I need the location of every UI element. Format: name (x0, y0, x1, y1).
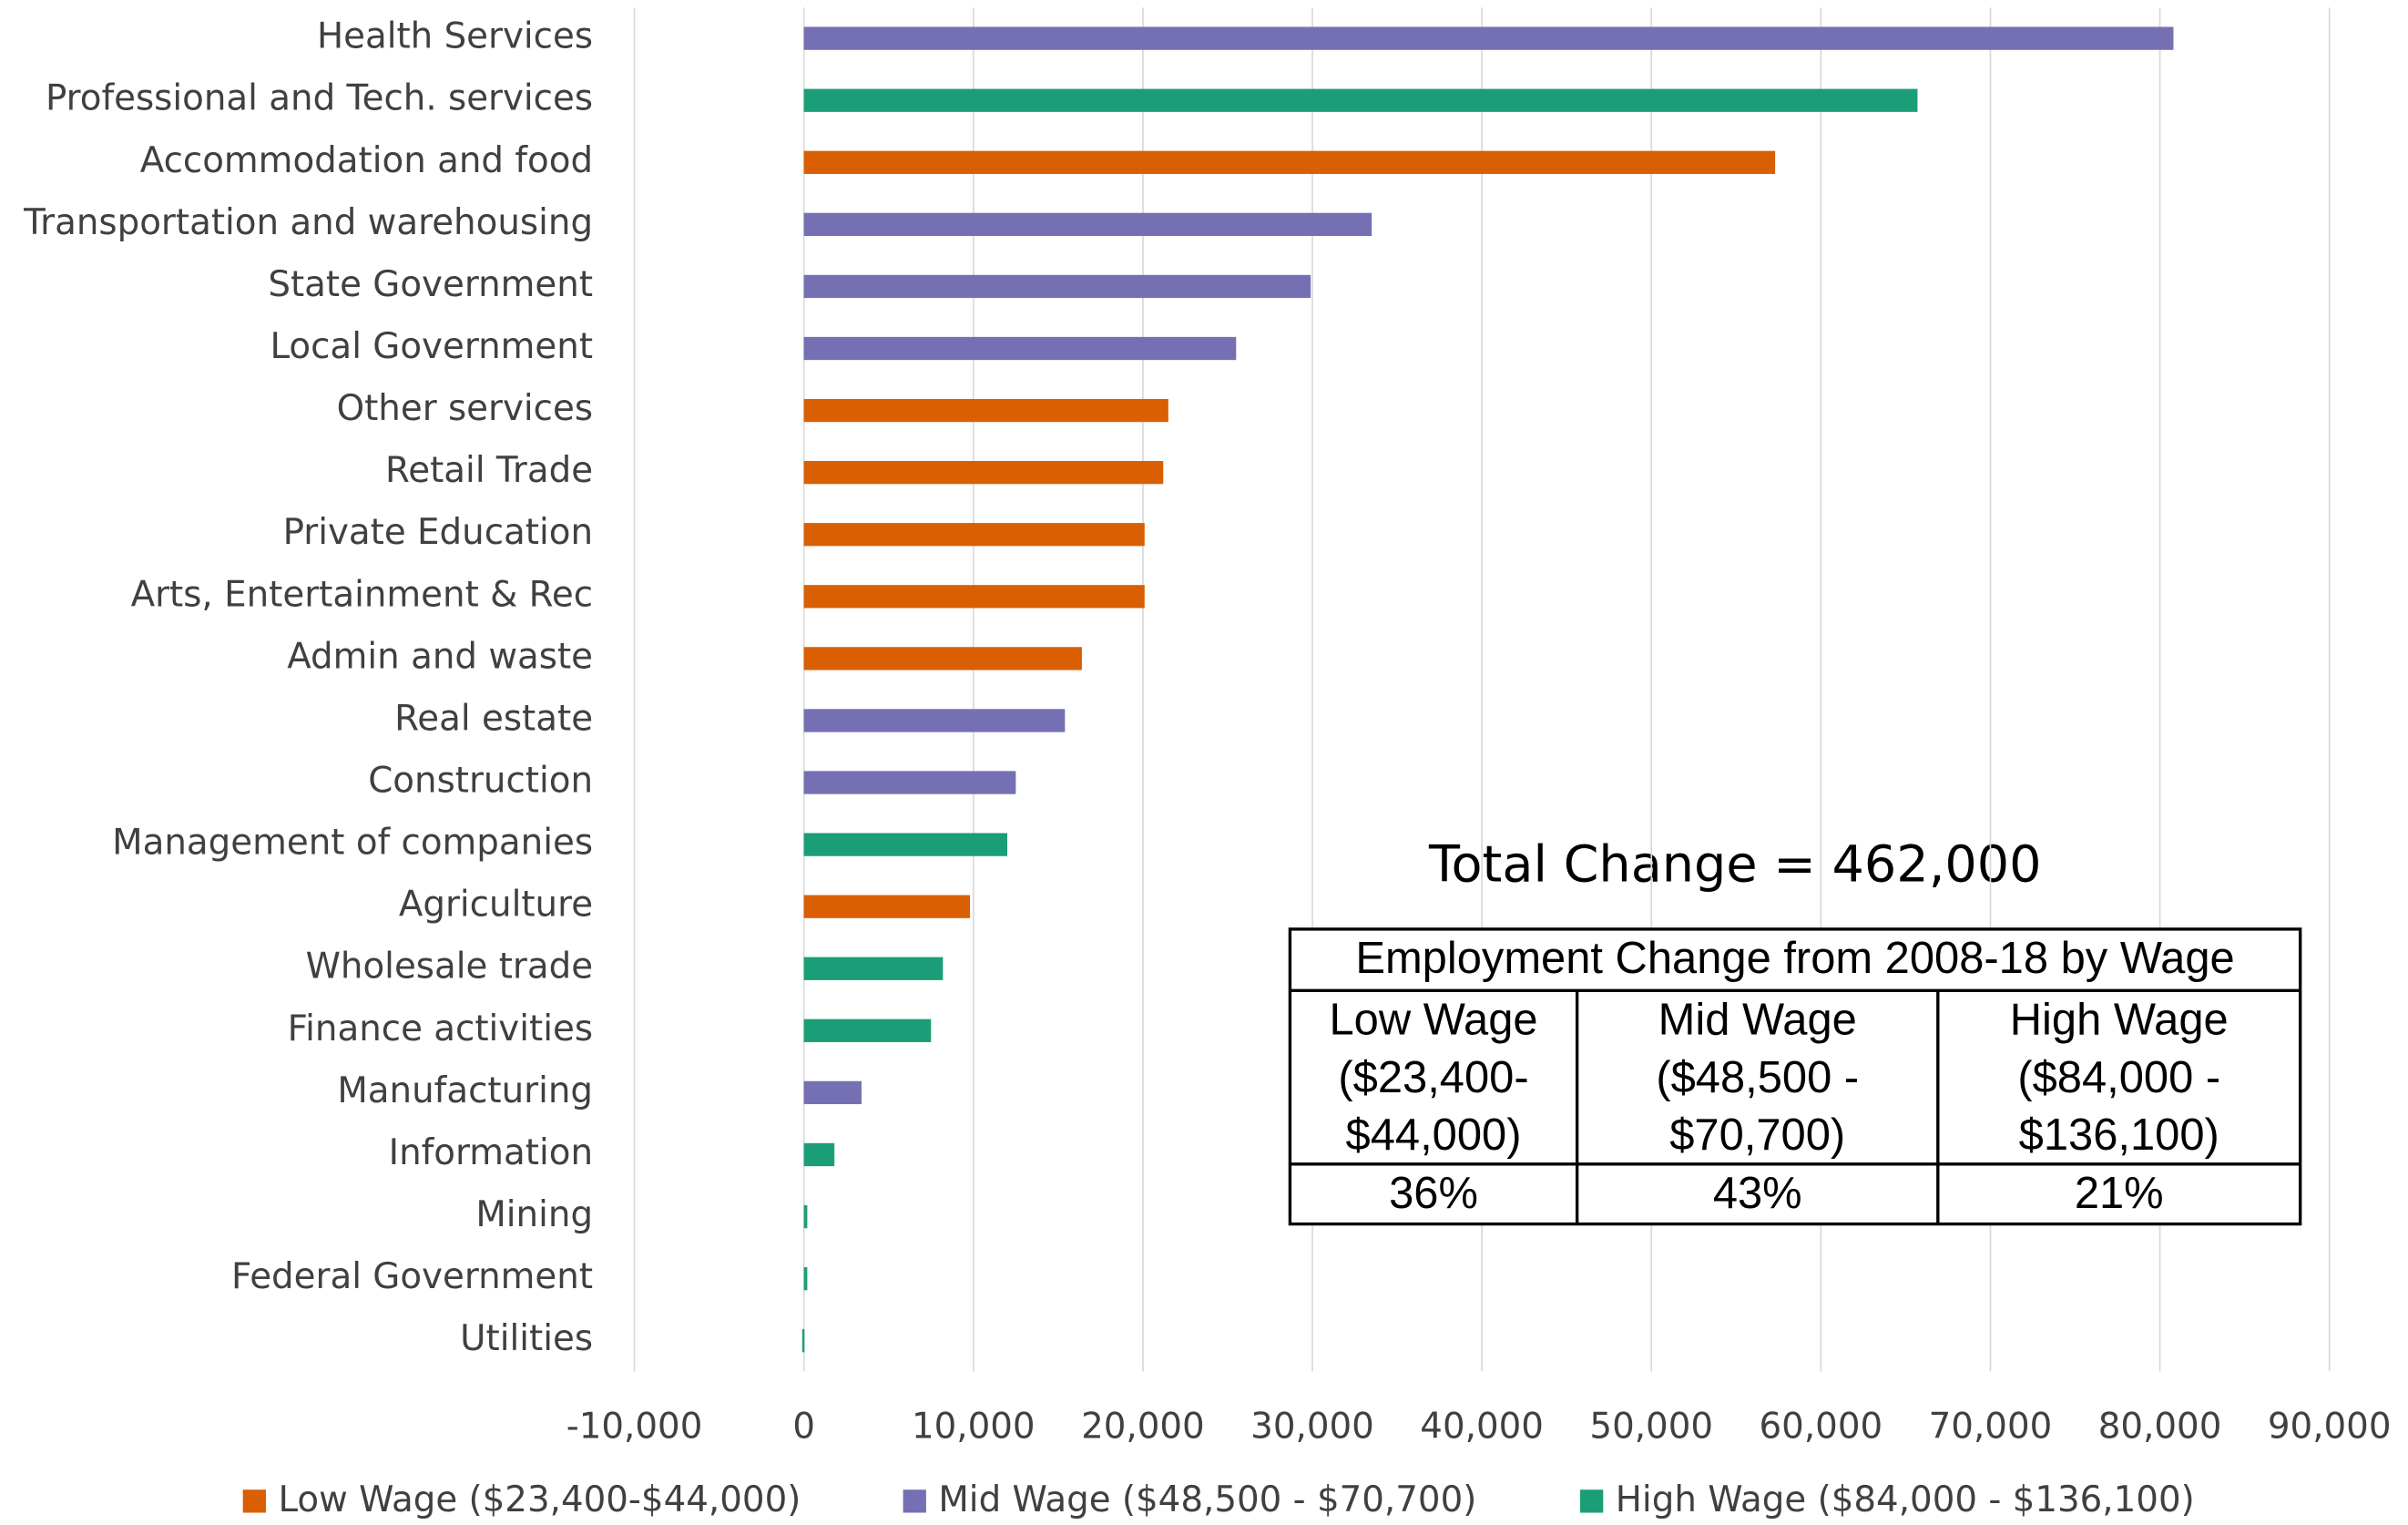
y-tick-label: Health Services (317, 16, 593, 57)
y-tick-label: Other services (337, 388, 593, 429)
x-tick-label: 10,000 (912, 1406, 1036, 1447)
x-tick-label: 90,000 (2268, 1406, 2392, 1447)
table-header: ($23,400- (1338, 1053, 1528, 1102)
y-tick-label: Local Government (270, 326, 593, 367)
x-tick-label: 20,000 (1081, 1406, 1205, 1447)
y-tick-label: Admin and waste (287, 636, 593, 677)
x-tick-label: -10,000 (566, 1406, 703, 1447)
bar (803, 1142, 835, 1167)
legend-label: Mid Wage ($48,500 - $70,700) (938, 1479, 1476, 1520)
bar (803, 1018, 932, 1042)
y-tick-label: Federal Government (231, 1256, 593, 1297)
bar (803, 336, 1237, 361)
legend-label: High Wage ($84,000 - $136,100) (1616, 1479, 2195, 1520)
bar (803, 212, 1372, 237)
bar (803, 398, 1168, 423)
bar (803, 957, 944, 980)
y-tick-label: Wholesale trade (306, 947, 593, 988)
bar (803, 833, 1008, 856)
x-tick-label: 30,000 (1250, 1406, 1374, 1447)
x-tick-label: 60,000 (1760, 1406, 1883, 1447)
bar (803, 709, 1066, 732)
y-tick-label: State Government (268, 264, 593, 305)
table-header: $44,000) (1346, 1110, 1522, 1160)
bar (803, 88, 1918, 112)
table-cell: 21% (2075, 1169, 2164, 1218)
legend-swatch (1580, 1489, 1604, 1513)
y-tick-label: Construction (368, 761, 593, 802)
y-tick-label: Information (389, 1132, 593, 1173)
bar (803, 274, 1311, 299)
x-tick-label: 0 (792, 1406, 815, 1447)
y-tick-label: Arts, Entertainment & Rec (131, 574, 593, 615)
y-tick-label: Utilities (460, 1318, 593, 1359)
table-border (1288, 927, 2302, 1226)
y-tick-label: Professional and Tech. services (46, 78, 593, 119)
y-tick-label: Finance activities (288, 1008, 593, 1049)
x-tick-label: 50,000 (1589, 1406, 1713, 1447)
y-tick-label: Real estate (394, 698, 593, 739)
table-header: Mid Wage (1658, 996, 1857, 1045)
bar (803, 523, 1145, 547)
bar (803, 150, 1776, 174)
table-header: Low Wage (1329, 996, 1537, 1045)
x-tick-label: 70,000 (1929, 1406, 2053, 1447)
y-tick-label: Agriculture (399, 885, 593, 926)
y-tick-label: Accommodation and food (140, 140, 593, 181)
y-tick-label: Retail Trade (385, 450, 593, 491)
y-tick-label: Manufacturing (337, 1070, 593, 1111)
annotation: Total Change = 462,000 (1428, 835, 2042, 895)
table-header: $136,100) (2019, 1110, 2219, 1160)
table-header: High Wage (2010, 996, 2229, 1045)
y-tick-label: Transportation and warehousing (23, 202, 593, 243)
table-cell: 43% (1713, 1169, 1802, 1218)
table-header: $70,700) (1669, 1110, 1845, 1160)
legend-swatch (242, 1489, 266, 1513)
x-tick-label: 80,000 (2098, 1406, 2222, 1447)
legend-label: Low Wage ($23,400-$44,000) (278, 1479, 801, 1520)
bar (803, 1204, 808, 1229)
table-title: Employment Change from 2008-18 by Wage (1355, 934, 2234, 983)
table-header: ($48,500 - (1656, 1053, 1859, 1102)
x-tick-label: 40,000 (1420, 1406, 1544, 1447)
legend-swatch (903, 1489, 926, 1513)
bar (803, 1080, 862, 1105)
bar (803, 771, 1016, 794)
table-header: ($84,000 - (2017, 1053, 2220, 1102)
y-tick-label: Mining (475, 1194, 593, 1235)
bar (803, 461, 1164, 485)
y-tick-label: Private Education (283, 512, 593, 553)
y-tick-label: Management of companies (112, 823, 593, 864)
table-cell: 36% (1389, 1169, 1478, 1218)
bar (803, 895, 971, 918)
bar (803, 647, 1082, 670)
bar (801, 1329, 805, 1353)
bar (803, 585, 1145, 609)
bar (803, 26, 2174, 50)
bar (803, 1266, 808, 1291)
